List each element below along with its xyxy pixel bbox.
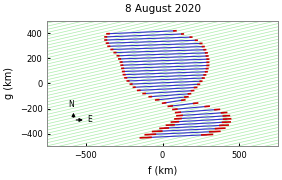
Text: N: N	[69, 100, 74, 109]
Y-axis label: g (km): g (km)	[4, 68, 14, 100]
Text: E: E	[87, 116, 92, 125]
Title: 8 August 2020: 8 August 2020	[125, 4, 201, 14]
X-axis label: f (km): f (km)	[148, 166, 177, 176]
